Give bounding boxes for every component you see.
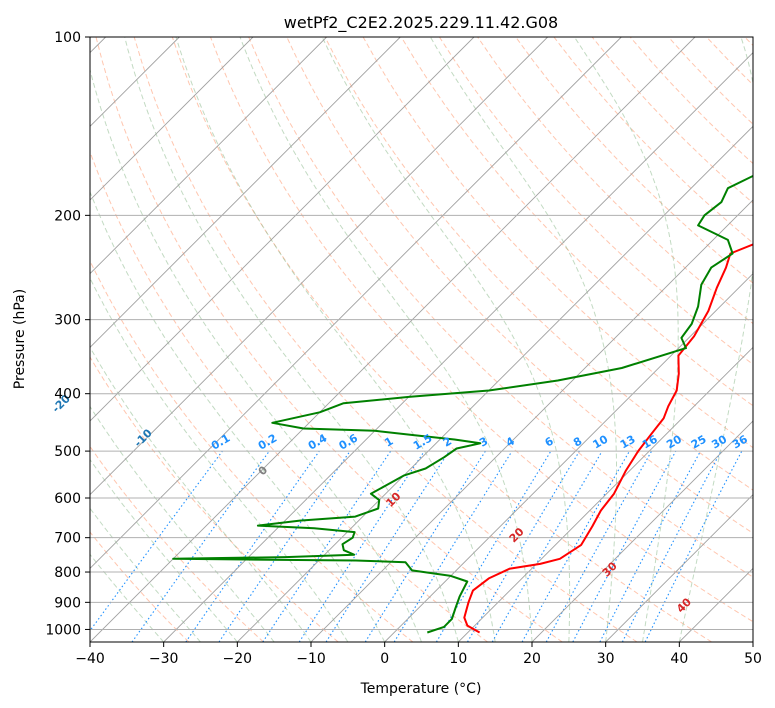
moist-adiabat xyxy=(90,458,238,642)
x-tick-label: 30 xyxy=(597,651,615,667)
y-tick-label: 800 xyxy=(54,565,81,581)
dry-adiabat xyxy=(133,37,638,642)
dry-adiabat xyxy=(90,531,190,642)
isotherm-line xyxy=(90,37,401,348)
isotherm-line xyxy=(90,37,475,422)
moist-adiabat xyxy=(239,37,533,642)
y-tick-label: 700 xyxy=(54,531,81,547)
y-tick-label: 500 xyxy=(54,444,81,460)
mixing-ratio-line xyxy=(545,450,653,642)
dry-adiabat xyxy=(90,445,264,642)
y-tick-label: 100 xyxy=(54,30,81,46)
moist-adiabat xyxy=(321,37,571,642)
mixing-ratio-line xyxy=(325,450,450,642)
x-axis-ticks: −40 −30 −20 −10 0 10 20 30 40 50 xyxy=(75,642,762,667)
x-tick-label: 40 xyxy=(670,651,688,667)
moist-adiabat xyxy=(175,37,496,642)
x-tick-label: −10 xyxy=(296,651,326,667)
y-tick-label: 400 xyxy=(54,387,81,403)
moist-adiabat xyxy=(90,405,275,642)
dry-adiabat xyxy=(171,37,712,642)
y-tick-label: 600 xyxy=(54,491,81,507)
mixing-ratio-line xyxy=(131,450,270,642)
y-tick-label: 300 xyxy=(54,313,81,329)
profiles xyxy=(172,174,753,634)
dry-adiabat xyxy=(438,37,753,366)
mixing-ratio-line xyxy=(572,450,677,642)
x-axis-title: Temperature (°C) xyxy=(360,681,482,697)
chart-title: wetPf2_C2E2.2025.229.11.42.G08 xyxy=(284,13,558,33)
y-tick-label: 900 xyxy=(54,595,81,611)
moist-adiabat xyxy=(573,37,679,642)
plot-frame xyxy=(89,36,754,643)
y-axis-ticks: 1000 900 800 700 600 500 400 300 200 100 xyxy=(45,30,90,638)
temperature-profile xyxy=(463,243,753,634)
dewpoint-profile xyxy=(172,174,753,634)
isotherm-line xyxy=(90,37,254,201)
isotherm-line xyxy=(384,273,753,642)
isotherm-line xyxy=(605,494,753,642)
moist-adiabat xyxy=(90,190,386,642)
mixing-ratio-line xyxy=(90,450,223,632)
mixing-ratio-line xyxy=(298,450,425,642)
x-tick-label: −20 xyxy=(223,651,253,667)
moist-adiabat xyxy=(678,37,753,642)
dry-adiabat xyxy=(95,37,563,642)
isotherm-line xyxy=(163,52,753,642)
mixing-ratio-line xyxy=(393,450,513,642)
mixing-ratio-line xyxy=(218,450,351,642)
dry-adiabat xyxy=(90,150,488,642)
dry-adiabat xyxy=(210,37,753,623)
x-tick-label: 50 xyxy=(744,651,762,667)
mixing-ratio-line xyxy=(185,450,320,642)
moist-adiabat xyxy=(124,37,459,642)
dry-adiabat xyxy=(248,37,753,578)
isotherm-line xyxy=(237,125,753,642)
mixing-ratio-line xyxy=(262,450,392,642)
dry-adiabat xyxy=(324,37,753,491)
x-tick-label: 20 xyxy=(523,651,541,667)
isotherm-line xyxy=(90,37,622,569)
isotherm-line xyxy=(310,199,753,642)
moist-adiabat xyxy=(90,276,349,642)
dry-adiabat xyxy=(515,37,753,284)
dry-adiabat xyxy=(90,356,339,642)
y-tick-label: 1000 xyxy=(45,622,81,638)
y-axis-title: Pressure (hPa) xyxy=(12,289,28,389)
moist-adiabat xyxy=(90,67,422,642)
mixing-ratio-line xyxy=(644,450,743,642)
x-tick-label: 0 xyxy=(380,651,389,667)
x-tick-label: 10 xyxy=(449,651,467,667)
isotherm-line xyxy=(90,37,327,275)
x-tick-label: −40 xyxy=(75,651,105,667)
x-tick-label: −30 xyxy=(149,651,179,667)
isotherm-line xyxy=(90,37,548,496)
mixing-ratio-line xyxy=(521,450,630,642)
dry-adiabat xyxy=(400,37,753,407)
isotherm-line xyxy=(531,420,753,642)
y-tick-label: 200 xyxy=(54,208,81,224)
isotherm-line xyxy=(458,346,753,642)
isotherm-line xyxy=(90,37,696,642)
